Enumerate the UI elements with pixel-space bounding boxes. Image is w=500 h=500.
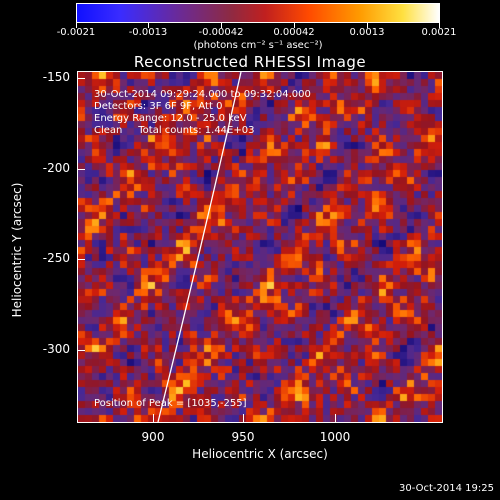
y-tick-mark [77,169,85,170]
solar-limb-line [157,72,242,422]
detectors-text: Detectors: 3F 6F 9F, Att 0 [94,101,223,112]
x-tick-mark [335,414,336,422]
clean-counts-text: Clean Total counts: 1.44E+03 [94,125,255,136]
energy-range-text: Energy Range: 12.0 - 25.0 keV [94,113,247,124]
y-tick-label: -250 [42,251,70,265]
colorbar-tick [221,23,222,28]
colorbar-tick [294,23,295,28]
y-tick-label: -300 [42,342,70,356]
colorbar-tick [367,23,368,28]
colorbar-label: 0.0021 [421,27,457,38]
colorbar [76,3,440,23]
colorbar-unit: (photons cm⁻² s⁻¹ asec⁻²) [193,40,323,51]
x-tick-label: 950 [231,430,255,444]
colorbar-label: -0.0013 [128,27,168,38]
colorbar-label: -0.0021 [56,27,96,38]
x-tick-mark [153,414,154,422]
plot-timestamp: 30-Oct-2014 19:25 [399,483,494,494]
peak-position-text: Position of Peak = [1035,-255] [94,398,247,409]
colorbar-tick [76,23,77,28]
y-tick-mark [77,350,85,351]
image-plot-area: 30-Oct-2014 09:29:24.000 to 09:32:04.000… [77,71,443,423]
x-tick-label: 1000 [319,430,351,444]
colorbar-tick [148,23,149,28]
y-tick-mark [77,259,85,260]
time-range-text: 30-Oct-2014 09:29:24.000 to 09:32:04.000 [94,89,311,100]
y-axis-label: Heliocentric Y (arcsec) [10,182,24,318]
x-axis-label: Heliocentric X (arcsec) [192,447,328,461]
x-tick-mark [243,414,244,422]
colorbar-tick [439,23,440,28]
colorbar-label: 0.00042 [273,27,315,38]
heatmap-image [78,72,442,422]
y-tick-mark [77,78,85,79]
colorbar-label: -0.00042 [198,27,244,38]
y-tick-label: -150 [42,70,70,84]
y-tick-label: -200 [42,161,70,175]
colorbar-label: 0.0013 [349,27,385,38]
plot-title: Reconstructed RHESSI Image [133,53,367,71]
x-tick-label: 900 [141,430,165,444]
